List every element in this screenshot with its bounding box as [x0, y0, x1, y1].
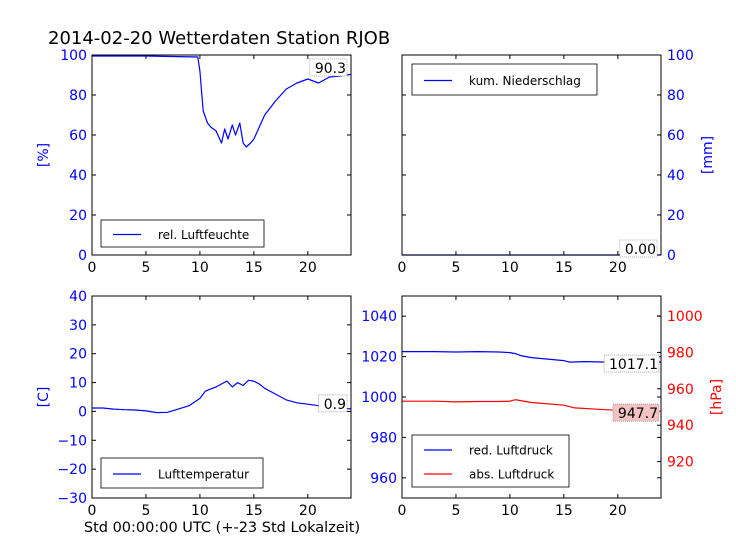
x-tick-label: 5	[141, 503, 150, 519]
chart-panel-temperature: 0 5 10 15 20 −30 −20 −10 0 10 20 30 40 [C] 0.9 Lufttemp…	[36, 289, 352, 519]
x-tick-label: 10	[501, 260, 519, 276]
x-tick-label: 10	[191, 260, 209, 276]
x-axis-label: Std 00:00:00 UTC (+-23 Std Lokalzeit)	[84, 520, 360, 536]
y-right-tick-label: 940	[667, 418, 694, 434]
y-tick-label: 60	[69, 128, 87, 144]
x-tick-label: 20	[299, 503, 317, 519]
annotation-box	[612, 403, 660, 422]
x-tick-label: 0	[398, 260, 407, 276]
annotation-value: 0.00	[625, 242, 656, 258]
annotation-value: 947.7	[618, 406, 658, 422]
legend-label: red. Luftdruck	[469, 444, 553, 458]
annotation-box	[309, 58, 348, 77]
y-right-tick-label: 980	[667, 345, 694, 361]
x-tick-label: 5	[141, 260, 150, 276]
legend-label: rel. Luftfeuchte	[158, 228, 249, 242]
annotation-value: 0.9	[324, 397, 346, 413]
x-tick-label: 15	[245, 260, 263, 276]
x-tick-label: 0	[88, 260, 97, 276]
x-tick-label: 5	[451, 503, 460, 519]
y-axis-label: [%]	[36, 143, 52, 167]
y-tick-label: −20	[57, 462, 87, 478]
y-tick-label: 1020	[361, 350, 397, 366]
legend-label: kum. Niederschlag	[469, 74, 581, 88]
legend: rel. Luftfeuchte	[100, 219, 265, 248]
x-tick-label: 20	[299, 260, 317, 276]
y-axis-label: [C]	[36, 387, 52, 408]
y-tick-label: 20	[667, 208, 685, 224]
legend: red. Luftdruck abs. Luftdruck	[411, 434, 570, 488]
plot-frame	[91, 295, 352, 499]
y-tick-label: 20	[69, 347, 87, 363]
plot-frame	[401, 54, 662, 256]
series-line-lufttemperatur	[92, 379, 352, 414]
y-tick-label: 40	[69, 289, 87, 305]
legend-box	[411, 434, 570, 488]
y-tick-label: −30	[57, 491, 87, 507]
y-axis-label: [hPa]	[709, 379, 725, 415]
x-tick-label: 15	[245, 503, 263, 519]
y-tick-label: 80	[667, 88, 685, 104]
plot-frame	[401, 295, 662, 499]
series-line-abs--luftdruck	[402, 399, 662, 412]
y-tick-label: 80	[69, 88, 87, 104]
annotation-value: 1017.1	[609, 357, 658, 373]
y-right-tick-label: 1000	[667, 309, 703, 325]
chart-panel-humidity: 0 5 10 15 20 0 20 40 60 80 100 [%] 90.3 rel. Luftfeuc…	[36, 48, 352, 276]
legend-box	[411, 63, 598, 96]
y-axis-label: [mm]	[700, 136, 716, 174]
chart-panel-precipitation: 0 5 10 15 20 0 20 40 60 80 100 [mm] 0.00 kum. Nieders…	[398, 48, 716, 276]
x-tick-label: 0	[398, 503, 407, 519]
chart-panel-pressure: 0 5 10 15 20 960 980 1000 1020 1040 920 940 960 980 10…	[361, 295, 725, 519]
y-tick-label: 100	[60, 48, 87, 64]
x-tick-label: 20	[609, 503, 627, 519]
y-tick-label: −10	[57, 433, 87, 449]
y-tick-label: 960	[370, 471, 397, 487]
annotation-box	[619, 239, 658, 258]
plot-frame	[91, 54, 352, 256]
y-right-tick-label: 960	[667, 382, 694, 398]
y-tick-label: 100	[667, 48, 694, 64]
y-tick-label: 980	[370, 430, 397, 446]
legend-box	[100, 457, 264, 489]
x-tick-label: 5	[451, 260, 460, 276]
y-tick-label: 10	[69, 376, 87, 392]
annotation-value: 90.3	[315, 61, 346, 77]
y-tick-label: 1000	[361, 390, 397, 406]
x-tick-label: 20	[609, 260, 627, 276]
y-tick-label: 60	[667, 128, 685, 144]
y-tick-label: 0	[78, 404, 87, 420]
y-tick-label: 0	[78, 248, 87, 264]
x-tick-label: 10	[191, 503, 209, 519]
legend-label: Lufttemperatur	[158, 468, 249, 482]
y-tick-label: 30	[69, 318, 87, 334]
series-line-red--luftdruck	[402, 351, 661, 363]
y-tick-label: 20	[69, 208, 87, 224]
legend-label: abs. Luftdruck	[469, 468, 554, 482]
y-tick-label: 0	[667, 248, 676, 264]
y-tick-label: 40	[69, 168, 87, 184]
annotation-box	[318, 394, 348, 413]
x-tick-label: 10	[501, 503, 519, 519]
x-tick-label: 15	[555, 503, 573, 519]
y-tick-label: 40	[667, 168, 685, 184]
annotation-box	[603, 354, 660, 373]
legend: Lufttemperatur	[100, 457, 264, 489]
figure-title: 2014-02-20 Wetterdaten Station RJOB	[48, 28, 390, 49]
legend-box	[100, 219, 265, 248]
series-line-rel--luftfeuchte	[92, 55, 352, 148]
x-tick-label: 15	[555, 260, 573, 276]
legend: kum. Niederschlag	[411, 63, 598, 96]
x-tick-label: 0	[88, 503, 97, 519]
y-tick-label: 1040	[361, 309, 397, 325]
y-right-tick-label: 920	[667, 455, 694, 471]
